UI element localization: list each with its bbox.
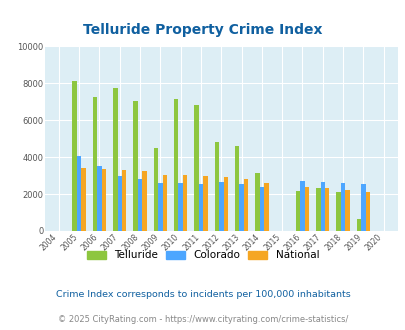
Bar [295,191,299,231]
Bar [72,81,77,231]
Bar [263,183,268,231]
Bar [254,173,259,231]
Bar [77,156,81,231]
Bar [214,142,219,231]
Bar [300,181,304,231]
Text: © 2025 CityRating.com - https://www.cityrating.com/crime-statistics/: © 2025 CityRating.com - https://www.city… [58,315,347,324]
Bar [182,175,187,231]
Bar [320,182,324,231]
Bar [153,148,158,231]
Bar [113,88,117,231]
Bar [92,97,97,231]
Bar [97,166,101,231]
Bar [101,169,106,231]
Bar [198,184,203,231]
Bar [138,179,142,231]
Bar [356,219,360,231]
Bar [243,179,247,231]
Bar [304,187,309,231]
Bar [340,183,345,231]
Bar [178,183,182,231]
Bar [239,184,243,231]
Bar [219,182,223,231]
Text: Crime Index corresponds to incidents per 100,000 inhabitants: Crime Index corresponds to incidents per… [55,290,350,299]
Bar [162,175,167,231]
Bar [344,190,349,231]
Bar [360,184,365,231]
Bar [203,177,207,231]
Bar [365,192,369,231]
Legend: Telluride, Colorado, National: Telluride, Colorado, National [87,250,318,260]
Bar [259,187,264,231]
Bar [81,168,86,231]
Bar [194,105,198,231]
Bar [117,176,122,231]
Bar [223,178,228,231]
Bar [324,187,329,231]
Bar [173,99,178,231]
Bar [158,183,162,231]
Bar [315,188,320,231]
Bar [142,171,146,231]
Bar [133,101,138,231]
Bar [335,192,340,231]
Bar [122,170,126,231]
Bar [234,146,239,231]
Text: Telluride Property Crime Index: Telluride Property Crime Index [83,23,322,37]
